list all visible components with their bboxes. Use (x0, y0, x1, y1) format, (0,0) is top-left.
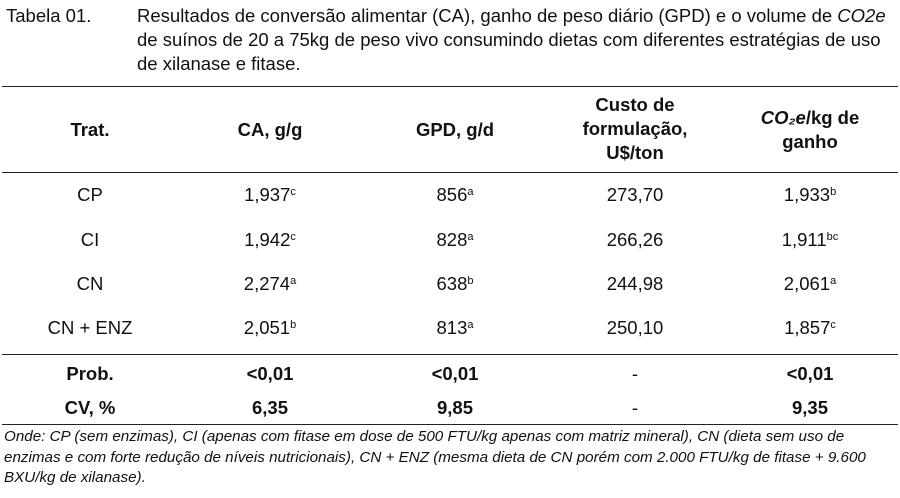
cell-ca: 1,937c (244, 184, 296, 205)
cell-co2: 9,35 (791, 397, 828, 418)
cell-co2: <0,01 (786, 363, 834, 384)
header-custo: Custo de formulação, U$/ton (560, 93, 710, 165)
cell-trat: CN (76, 273, 104, 294)
caption-text-part-b: de suínos de 20 a 75kg de peso vivo cons… (137, 29, 881, 74)
caption-text-co2e: CO2e (837, 5, 886, 26)
cell-trat: CP (77, 184, 103, 205)
table-top-rule (2, 86, 898, 87)
caption-label: Tabela 01. (6, 5, 92, 26)
cell-trat: CV, % (64, 397, 116, 418)
header-custo-line1: Custo de (595, 94, 675, 115)
table-row: CN + ENZ 2,051b 813a 250,10 1,857c (0, 316, 900, 340)
cell-gpd: 638b (436, 273, 474, 294)
table-row: CI 1,942c 828a 266,26 1,911bc (0, 228, 900, 252)
header-co2: CO₂e/kg de ganho (730, 106, 890, 154)
cell-custo: 273,70 (606, 184, 664, 205)
header-custo-line2: formulação, (582, 118, 688, 139)
cell-trat: CN + ENZ (47, 317, 133, 338)
table-bottom-rule (2, 424, 898, 425)
header-co2-em: CO₂e (760, 107, 806, 128)
cell-gpd: 9,85 (436, 397, 473, 418)
cell-trat: CI (80, 229, 100, 250)
cell-co2: 1,933b (783, 184, 837, 205)
cell-gpd: 828a (436, 229, 474, 250)
cell-co2: 2,061a (783, 273, 837, 294)
header-ca: CA, g/g (237, 119, 303, 140)
cell-co2: 1,857c (784, 317, 836, 338)
header-gpd: GPD, g/d (415, 119, 495, 140)
cell-gpd: <0,01 (431, 363, 479, 384)
cell-ca: 2,051b (243, 317, 297, 338)
cell-co2: 1,911bc (781, 229, 839, 250)
header-custo-line3: U$/ton (606, 142, 664, 163)
cell-ca: <0,01 (246, 363, 294, 384)
cell-trat: Prob. (66, 363, 114, 384)
caption-text: Resultados de conversão alimentar (CA), … (137, 4, 894, 76)
table-stats-row: CV, % 6,35 9,85 - 9,35 (0, 396, 900, 420)
cell-custo: 266,26 (606, 229, 664, 250)
cell-ca: 6,35 (251, 397, 288, 418)
cell-custo: - (631, 363, 639, 384)
table-stats-row: Prob. <0,01 <0,01 - <0,01 (0, 362, 900, 386)
cell-ca: 1,942c (244, 229, 296, 250)
table-stats-rule (2, 354, 898, 355)
cell-custo: 250,10 (606, 317, 664, 338)
caption-text-part-a: Resultados de conversão alimentar (CA), … (137, 5, 838, 26)
cell-custo: - (631, 397, 639, 418)
table-row: CP 1,937c 856a 273,70 1,933b (0, 183, 900, 207)
table-row: CN 2,274a 638b 244,98 2,061a (0, 272, 900, 296)
cell-gpd: 813a (436, 317, 474, 338)
header-trat: Trat. (70, 119, 110, 140)
cell-gpd: 856a (436, 184, 474, 205)
table-header-rule (2, 172, 898, 173)
header-co2-line2: ganho (782, 131, 838, 152)
cell-custo: 244,98 (606, 273, 664, 294)
table-footnote: Onde: CP (sem enzimas), CI (apenas com f… (4, 428, 866, 486)
cell-ca: 2,274a (243, 273, 297, 294)
header-co2-line1: CO₂e/kg de (730, 106, 890, 130)
header-co2-rest: /kg de (805, 107, 860, 128)
